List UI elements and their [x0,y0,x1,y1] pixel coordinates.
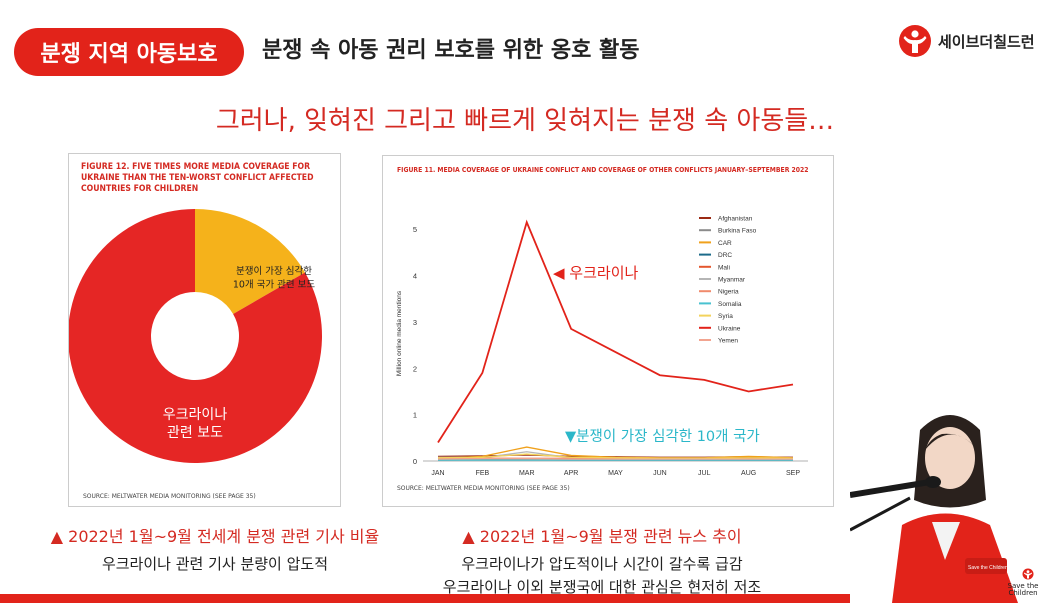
left-caption: ▲ 2022년 1월~9월 전세계 분쟁 관련 기사 비율 우크라이나 관련 기… [40,523,390,574]
y-tick-label: 4 [413,272,417,281]
x-tick-label: MAR [519,470,535,477]
conflict-countries-annotation: ▼분쟁이 가장 심각한 10개 국가 [565,428,760,445]
series-line-syria [437,453,794,459]
x-tick-label: SEP [786,470,800,477]
legend-label: Mali [718,264,730,271]
donut-slice-label-0: 분쟁이 가장 심각한 [236,265,312,277]
donut-slice-label-1: 우크라이나 [163,407,228,423]
donut-figure-title: FIGURE 12. FIVE TIMES MORE MEDIA COVERAG… [81,162,314,195]
legend-label: DRC [718,252,732,259]
children-logo-icon [1022,568,1034,580]
line-figure-title: FIGURE 11. MEDIA COVERAGE OF UKRAINE CON… [397,166,809,174]
left-caption-title: ▲ 2022년 1월~9월 전세계 분쟁 관련 기사 비율 [50,527,380,546]
legend-label: Ukraine [718,325,741,332]
presenter-figure: Save the Children [850,390,1050,603]
presenter-video: Save the Children [850,390,1050,603]
right-caption-line-1: 우크라이나가 압도적이나 시간이 갈수록 급감 [461,555,743,573]
y-tick-label: 3 [413,318,417,327]
save-the-children-corner-logo: Save the Children [1008,568,1040,598]
x-tick-label: MAY [608,470,623,477]
legend-label: CAR [718,240,732,247]
ukraine-annotation: ◀ 우크라이나 [553,264,639,282]
bottom-accent-bar [0,594,1050,603]
section-badge: 분쟁 지역 아동보호 [14,28,244,76]
y-tick-label: 1 [413,411,417,420]
donut-source: SOURCE: MELTWATER MEDIA MONITORING (SEE … [83,493,256,500]
legend-label: Nigeria [718,289,739,296]
line-source: SOURCE: MELTWATER MEDIA MONITORING (SEE … [397,485,570,492]
save-the-children-logo-icon [899,25,931,57]
donut-chart-panel: FIGURE 12. FIVE TIMES MORE MEDIA COVERAG… [68,153,341,507]
x-tick-label: AUG [741,470,756,477]
x-tick-label: JUL [698,470,711,477]
donut-slice-1 [69,209,322,463]
donut-slice-0 [195,209,305,314]
legend-label: Afghanistan [718,216,753,223]
donut-slice-label-1: 관련 보도 [167,425,223,441]
right-caption-line-2: 우크라이나 이외 분쟁국에 대한 관심은 현저히 저조 [442,578,762,596]
line-chart-panel: FIGURE 11. MEDIA COVERAGE OF UKRAINE CON… [382,155,834,507]
x-tick-label: APR [564,470,578,477]
brand-name: 세이브더칠드런 [938,32,1035,51]
series-line-ukraine [437,219,794,443]
legend-label: Yemen [718,338,738,345]
y-tick-label: 2 [413,364,417,373]
legend-label: Myanmar [718,277,746,284]
right-caption-title: ▲ 2022년 1월~9월 분쟁 관련 뉴스 추이 [462,527,742,546]
right-caption: ▲ 2022년 1월~9월 분쟁 관련 뉴스 추이 우크라이나가 압도적이나 시… [412,523,792,597]
brand-logo: 세이브더칠드런 [898,24,1035,58]
x-tick-label: JAN [431,470,444,477]
legend-label: Somalia [718,301,742,308]
corner-logo-text: Save the Children [1007,581,1039,598]
page-title: 분쟁 속 아동 권리 보호를 위한 옹호 활동 [262,38,640,63]
legend-label: Syria [718,313,733,320]
left-caption-line: 우크라이나 관련 기사 분량이 압도적 [101,555,329,573]
x-tick-label: JUN [653,470,667,477]
line-chart: 0 1 2 3 4 5 JAN FEB MAR APR MAY JUN JUL AUG SEP Million… [396,216,808,477]
headline: 그러나, 잊혀진 그리고 빠르게 잊혀지는 분쟁 속 아동들… [215,106,835,136]
svg-text:Save the Children: Save the Children [968,565,1008,571]
y-tick-label: 0 [413,457,417,466]
donut-slice-label-0: 10개 국가 관련 보도 [233,280,316,291]
x-tick-label: FEB [476,470,490,477]
legend-label: Burkina Faso [718,228,757,235]
y-axis-label: Million online media mentions [396,290,403,376]
y-tick-label: 5 [413,225,417,234]
